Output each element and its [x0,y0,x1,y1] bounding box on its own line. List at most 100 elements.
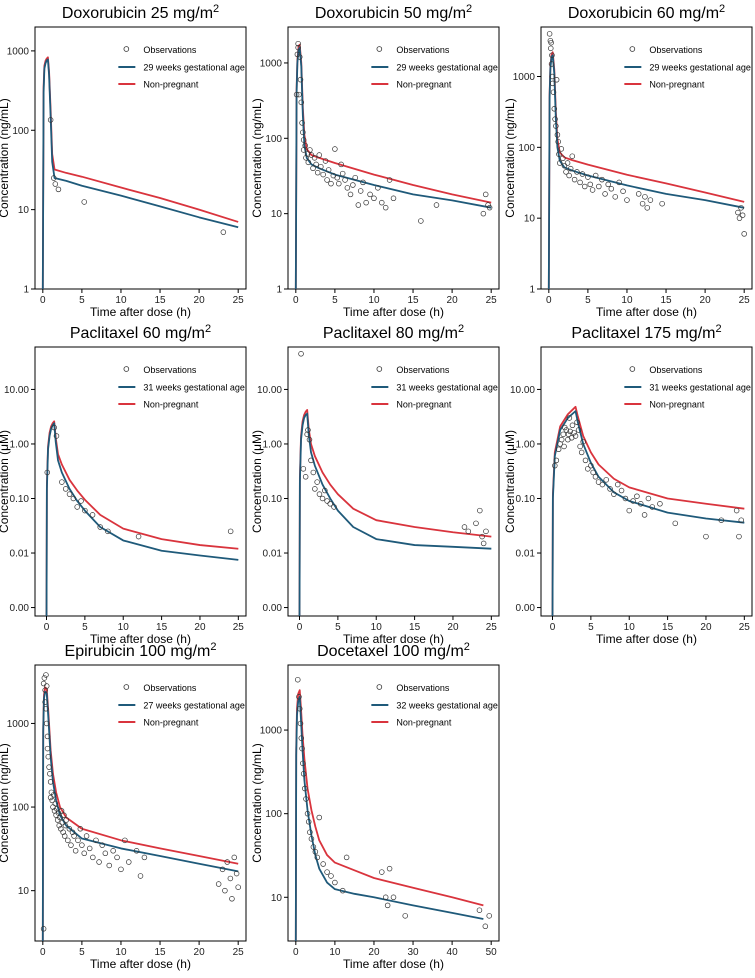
observation-point [69,829,76,835]
observation-point [608,186,615,192]
observation-point [328,873,334,879]
chart-title: Paclitaxel 80 mg/m2 [323,323,464,342]
observation-point [297,76,304,83]
observation-point [355,202,362,208]
observation-point [316,152,323,158]
observation-point [332,146,338,152]
observation-point [319,495,326,502]
legend-pregnant-label: 31 weeks gestational age [143,383,245,393]
observation-point [293,91,300,98]
observation-point [43,683,50,689]
observation-point [227,528,234,535]
observation-point [53,433,60,439]
observation-point [382,204,389,211]
observation-point [318,163,324,170]
observation-point [557,160,563,166]
chart-panel-3: Doxorubicin 60 mg/m20 5 10 15 20 251101001000… [503,3,753,319]
x-tick-label: 20 [700,622,712,633]
legend: Observations 27 weeks gestational age Non-… [118,683,245,728]
observation-point [590,469,596,476]
y-tick-label: 1000 [7,719,30,730]
y-tick-label: 0.01 [516,549,536,560]
chart-title-main: Doxorubicin 60 mg/m [568,5,719,22]
observation-point [47,779,54,785]
y-tick-label: 1 [23,285,29,296]
legend-observation-symbol [376,46,383,52]
observation-point [61,812,67,818]
observation-point [735,209,741,216]
observation-point [550,89,557,95]
legend-observations-label: Observations [649,365,703,375]
series-line-pregnant [45,422,239,616]
y-axis-label: Concentration (μM) [503,430,517,533]
legend-observations-label: Observations [396,683,450,693]
series-line-nonpregnant [547,51,745,289]
observation-point [316,814,323,821]
x-tick-label: 5 [332,295,338,306]
x-tick-label: 20 [194,947,206,958]
chart-title-main: Doxorubicin 50 mg/m [315,5,466,22]
observation-point [72,848,79,854]
observation-point [306,436,313,443]
observation-point [62,822,69,829]
observation-point [81,199,87,205]
observation-point [577,179,583,186]
observation-point [572,433,579,439]
observation-point [548,61,555,67]
observation-point [135,533,142,540]
x-tick-label: 0 [293,947,299,958]
x-tick-label: 5 [79,295,85,306]
observation-point [322,158,329,164]
observation-point [561,443,567,450]
legend-observations-label: Observations [649,45,703,55]
observation-point [75,837,81,844]
observation-point [233,870,240,877]
observation-point [342,177,348,183]
observation-point [616,179,622,186]
legend-pregnant-label: 31 weeks gestational age [649,383,751,393]
legend-nonpregnant-label: Non-pregnant [396,80,452,90]
observation-point [339,887,346,894]
observation-point [314,854,321,861]
observation-point [564,160,571,166]
legend-observation-symbol [123,684,130,690]
observation-point [549,52,555,58]
y-tick-label: 10.00 [510,385,535,396]
observation-point [555,446,562,453]
x-tick-label: 10 [118,622,130,633]
observation-point [141,854,148,861]
observation-point [58,808,65,814]
observation-point [41,675,48,681]
plot-area [294,676,492,941]
observation-point [553,123,559,129]
observation-point [645,495,652,502]
x-tick-label: 50 [486,947,498,958]
observation-point [295,40,301,47]
observation-point [40,680,47,687]
chart-title-superscript: 2 [466,3,472,15]
observation-point [563,169,569,175]
legend: Observations 31 weeks gestational age Non-… [371,365,498,410]
x-axis-label: Time after dose (h) [343,957,444,971]
observation-point [65,837,71,844]
x-tick-label: 0 [40,295,46,306]
chart-title: Doxorubicin 60 mg/m2 [568,3,725,22]
legend-pregnant-label: 32 weeks gestational age [396,701,498,711]
observation-point [642,194,648,200]
observation-point [386,865,393,872]
observation-point [61,833,68,839]
observation-point [647,197,654,203]
observation-point [486,913,492,919]
legend-observation-symbol [123,46,130,52]
observation-point [579,171,586,177]
observation-point [322,487,328,494]
observation-point [71,833,77,839]
x-tick-label: 0 [40,947,46,958]
plot-frame [287,664,500,942]
observation-point [649,504,655,510]
observation-point [548,39,554,46]
legend-observations-label: Observations [143,683,197,693]
observation-point [384,902,391,909]
chart-panel-6: Paclitaxel 175 mg/m20 5 10 15 20 250.000.010.… [503,323,753,646]
chart-title-superscript: 2 [715,323,721,335]
